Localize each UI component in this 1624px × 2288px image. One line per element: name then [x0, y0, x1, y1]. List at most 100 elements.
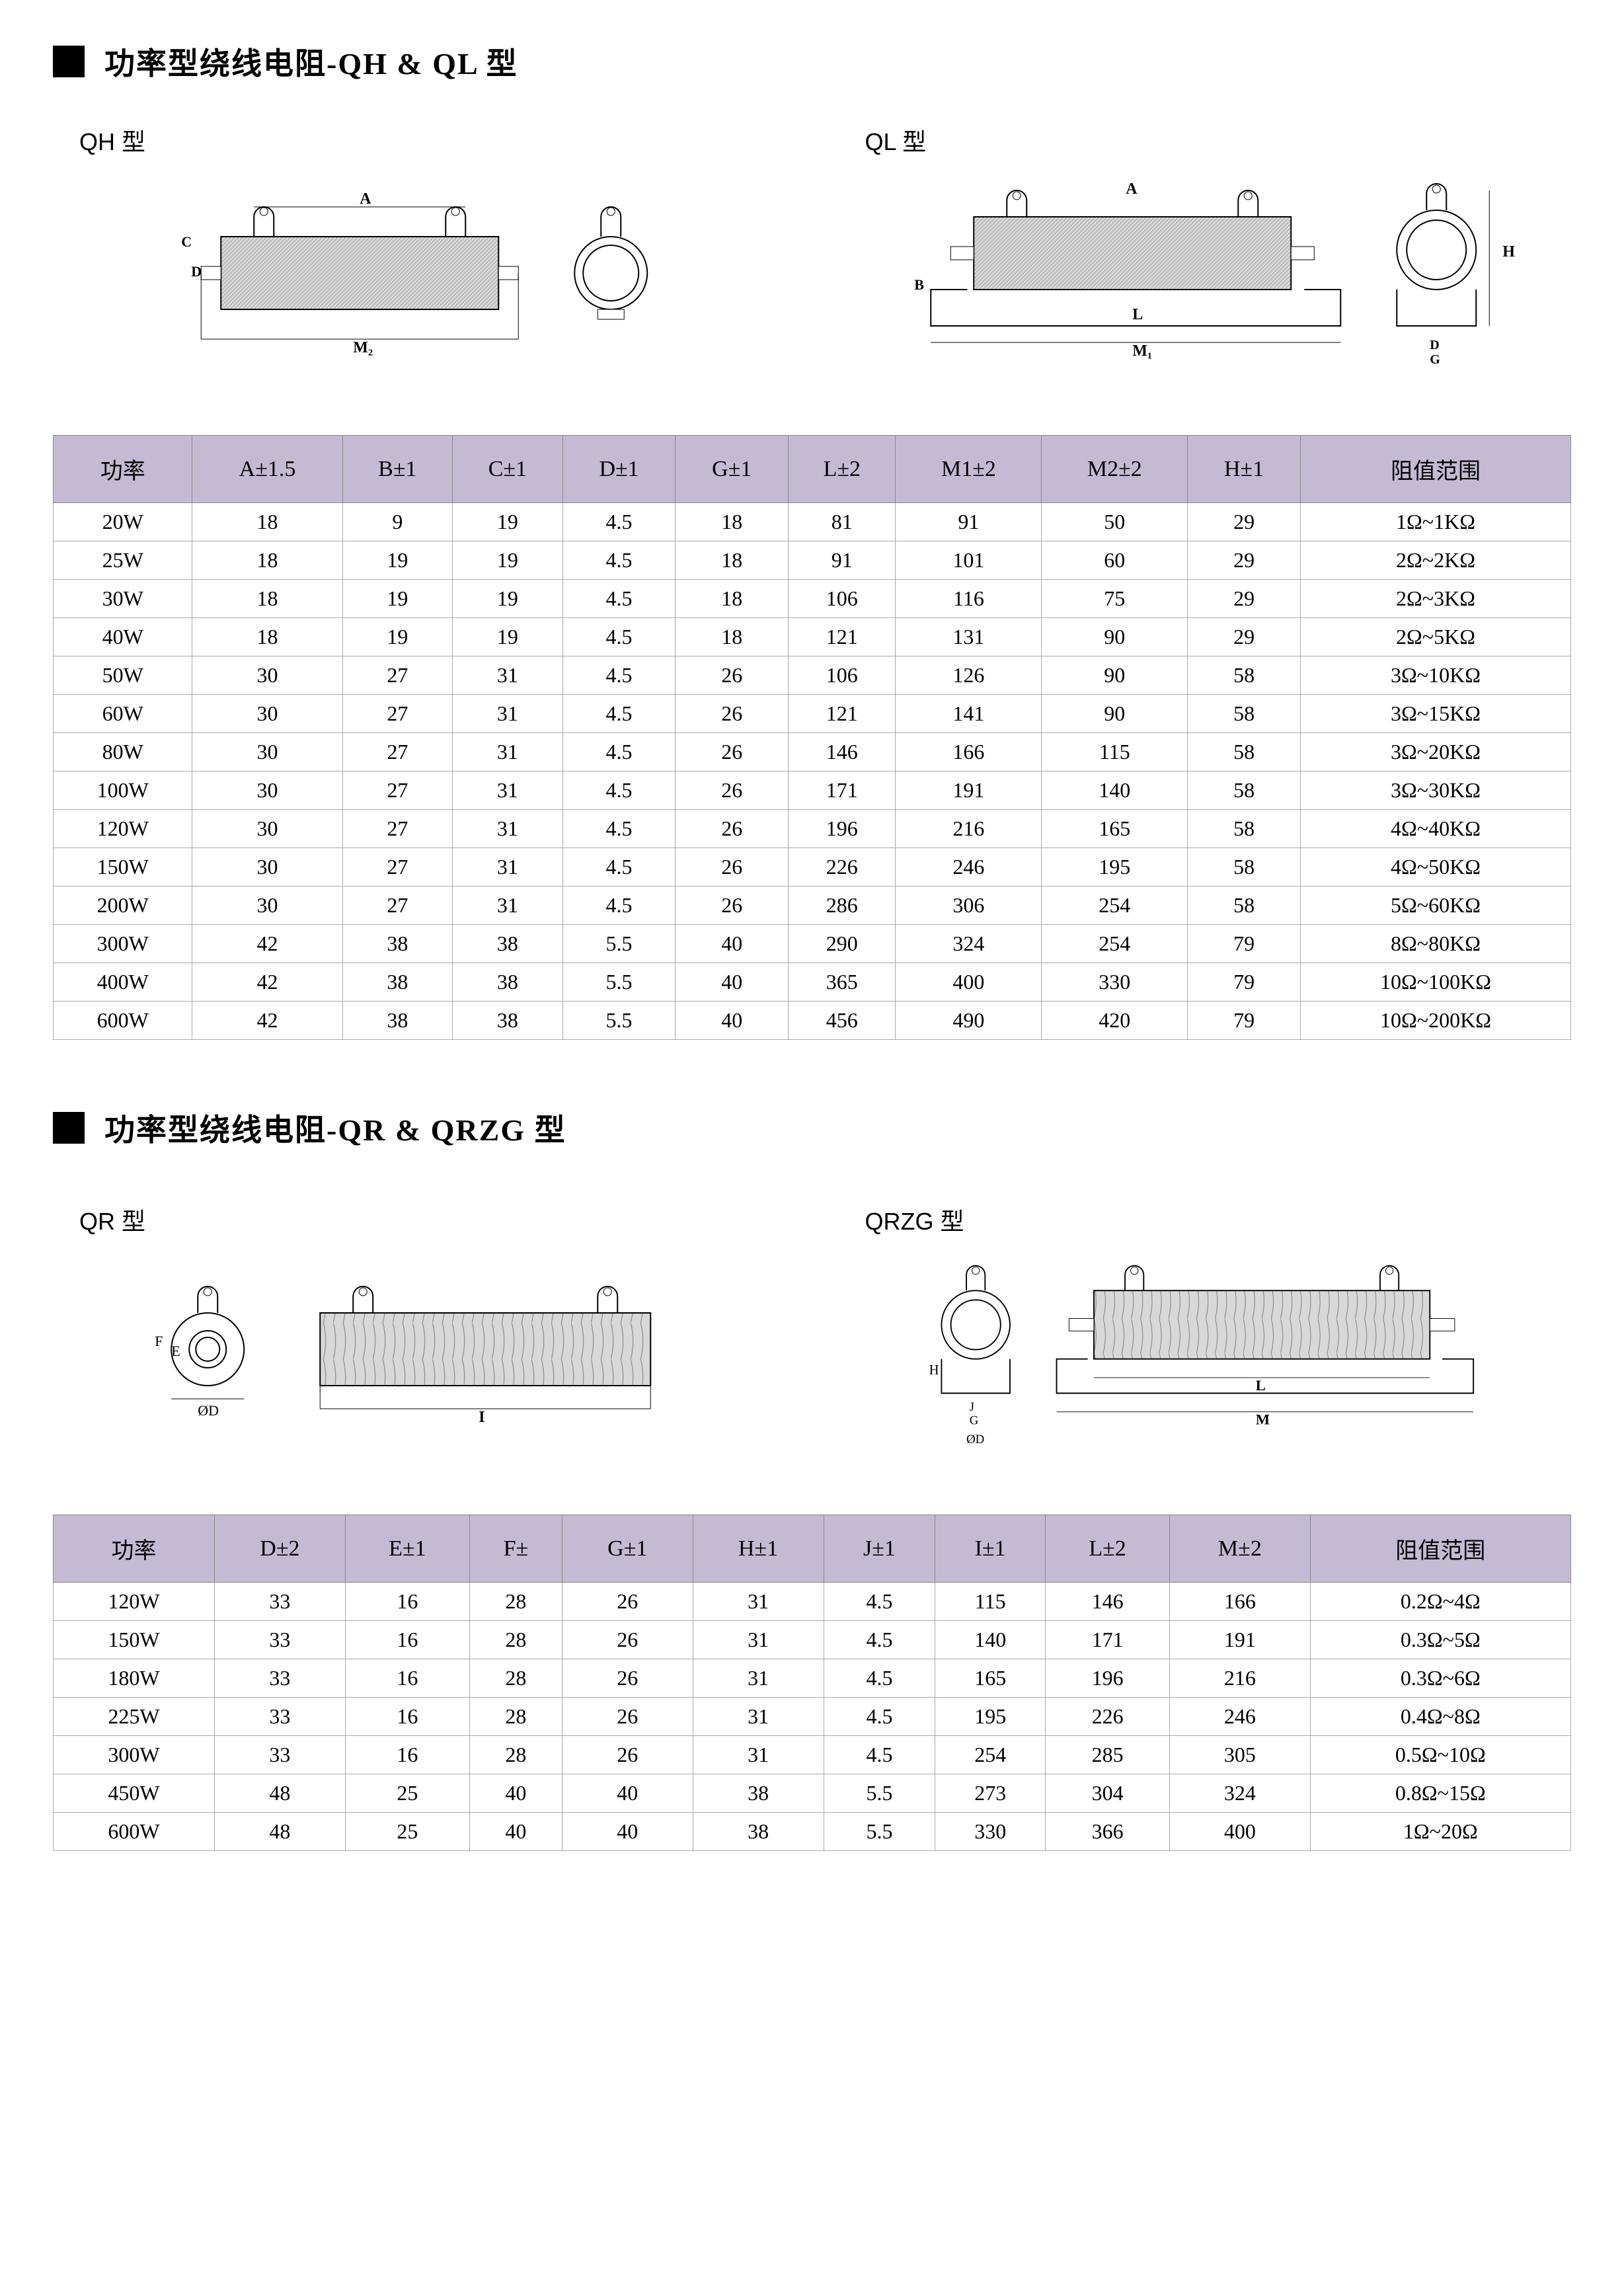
table-cell: 450W — [54, 1774, 215, 1813]
table-row: 300W4238385.540290324254798Ω~80KΩ — [54, 925, 1571, 963]
table-cell: 58 — [1188, 695, 1301, 733]
table-cell: 304 — [1045, 1774, 1169, 1813]
table-cell: 31 — [693, 1736, 824, 1774]
table-cell: 38 — [342, 925, 453, 963]
table-cell: 400 — [896, 963, 1042, 1002]
svg-text:L: L — [1255, 1377, 1265, 1394]
table-cell: 26 — [676, 810, 789, 848]
table-cell: 456 — [789, 1002, 896, 1040]
svg-text:ØD: ØD — [966, 1433, 984, 1446]
table-cell: 26 — [562, 1698, 693, 1736]
bullet-square-icon — [53, 1112, 85, 1144]
table-cell: 4.5 — [562, 580, 676, 618]
qh-label: QH 型 — [79, 123, 786, 157]
table-cell: 27 — [342, 695, 453, 733]
table-cell: 19 — [342, 618, 453, 656]
table-cell: 33 — [214, 1736, 345, 1774]
table-cell: 31 — [693, 1659, 824, 1698]
table-cell: 300W — [54, 1736, 215, 1774]
table-cell: 26 — [562, 1736, 693, 1774]
table-cell: 29 — [1188, 503, 1301, 541]
table-cell: 246 — [1170, 1698, 1310, 1736]
table-cell: 40 — [562, 1813, 693, 1851]
table-cell: 31 — [693, 1698, 824, 1736]
table-row: 300W33162826314.52542853050.5Ω~10Ω — [54, 1736, 1571, 1774]
table-cell: 26 — [562, 1621, 693, 1659]
table-header: 阻值范围 — [1310, 1515, 1570, 1583]
table-cell: 30 — [192, 771, 342, 810]
qrzg-diagram-col: QRZG 型 H J G ØD — [865, 1203, 1572, 1462]
qrzg-label: QRZG 型 — [865, 1203, 1572, 1237]
table-cell: 19 — [342, 541, 453, 580]
table-cell: 285 — [1045, 1736, 1169, 1774]
table-row: 200W3027314.526286306254585Ω~60KΩ — [54, 887, 1571, 925]
section1-diagrams: QH 型 — [53, 123, 1571, 382]
table-cell: 28 — [469, 1659, 562, 1698]
table-cell: 30W — [54, 580, 192, 618]
table-row: 120W33162826314.51151461660.2Ω~4Ω — [54, 1583, 1571, 1621]
table-cell: 226 — [789, 848, 896, 887]
table-cell: 42 — [192, 925, 342, 963]
table-row: 40W1819194.51812113190292Ω~5KΩ — [54, 618, 1571, 656]
table-header: F± — [469, 1515, 562, 1583]
table-cell: 196 — [1045, 1659, 1169, 1698]
table-cell: 58 — [1188, 771, 1301, 810]
table-cell: 29 — [1188, 618, 1301, 656]
table-row: 25W1819194.5189110160292Ω~2KΩ — [54, 541, 1571, 580]
table-cell: 3Ω~30KΩ — [1300, 771, 1570, 810]
table-cell: 5.5 — [562, 1002, 676, 1040]
table-cell: 150W — [54, 1621, 215, 1659]
svg-text:A: A — [1126, 180, 1138, 198]
table-cell: 171 — [789, 771, 896, 810]
table-cell: 5.5 — [824, 1813, 935, 1851]
table-cell: 4.5 — [562, 618, 676, 656]
table-cell: 216 — [1170, 1659, 1310, 1698]
table-cell: 290 — [789, 925, 896, 963]
table-cell: 4.5 — [562, 848, 676, 887]
table-cell: 27 — [342, 733, 453, 771]
svg-text:M: M — [1255, 1411, 1269, 1428]
ql-diagram-col: QL 型 — [865, 123, 1572, 382]
table-cell: 150W — [54, 848, 192, 887]
svg-text:G: G — [1430, 352, 1440, 367]
table-header: M2±2 — [1042, 436, 1188, 503]
ql-diagram: A B L M₁ H D G — [865, 171, 1572, 382]
table-cell: 366 — [1045, 1813, 1169, 1851]
table-cell: 38 — [453, 963, 563, 1002]
table-cell: 25W — [54, 541, 192, 580]
table-header: M1±2 — [896, 436, 1042, 503]
table-cell: 27 — [342, 848, 453, 887]
table-cell: 4.5 — [824, 1659, 935, 1698]
table-cell: 38 — [693, 1813, 824, 1851]
section1-table: 功率A±1.5B±1C±1D±1G±1L±2M1±2M2±2H±1阻值范围 20… — [53, 435, 1571, 1040]
table-header: J±1 — [824, 1515, 935, 1583]
table-cell: 196 — [789, 810, 896, 848]
table-header: H±1 — [693, 1515, 824, 1583]
table-cell: 26 — [562, 1659, 693, 1698]
table-cell: 120W — [54, 1583, 215, 1621]
table-header: G±1 — [676, 436, 789, 503]
table-cell: 26 — [676, 887, 789, 925]
table-cell: 33 — [214, 1621, 345, 1659]
table-cell: 0.3Ω~6Ω — [1310, 1659, 1570, 1698]
table-cell: 254 — [1042, 925, 1188, 963]
table-header: C±1 — [453, 436, 563, 503]
table-cell: 4Ω~50KΩ — [1300, 848, 1570, 887]
svg-text:D: D — [1430, 338, 1439, 352]
table-row: 120W3027314.526196216165584Ω~40KΩ — [54, 810, 1571, 848]
table-cell: 141 — [896, 695, 1042, 733]
table-cell: 31 — [693, 1583, 824, 1621]
table-cell: 91 — [896, 503, 1042, 541]
table-cell: 19 — [453, 503, 563, 541]
table-cell: 58 — [1188, 810, 1301, 848]
table-cell: 18 — [676, 618, 789, 656]
table-cell: 330 — [1042, 963, 1188, 1002]
table-cell: 4.5 — [562, 695, 676, 733]
table-cell: 101 — [896, 541, 1042, 580]
table-cell: 26 — [562, 1583, 693, 1621]
svg-text:A: A — [360, 190, 371, 208]
svg-text:G: G — [969, 1414, 978, 1428]
table-cell: 8Ω~80KΩ — [1300, 925, 1570, 963]
table-row: 100W3027314.526171191140583Ω~30KΩ — [54, 771, 1571, 810]
svg-text:M₂: M₂ — [353, 339, 373, 356]
